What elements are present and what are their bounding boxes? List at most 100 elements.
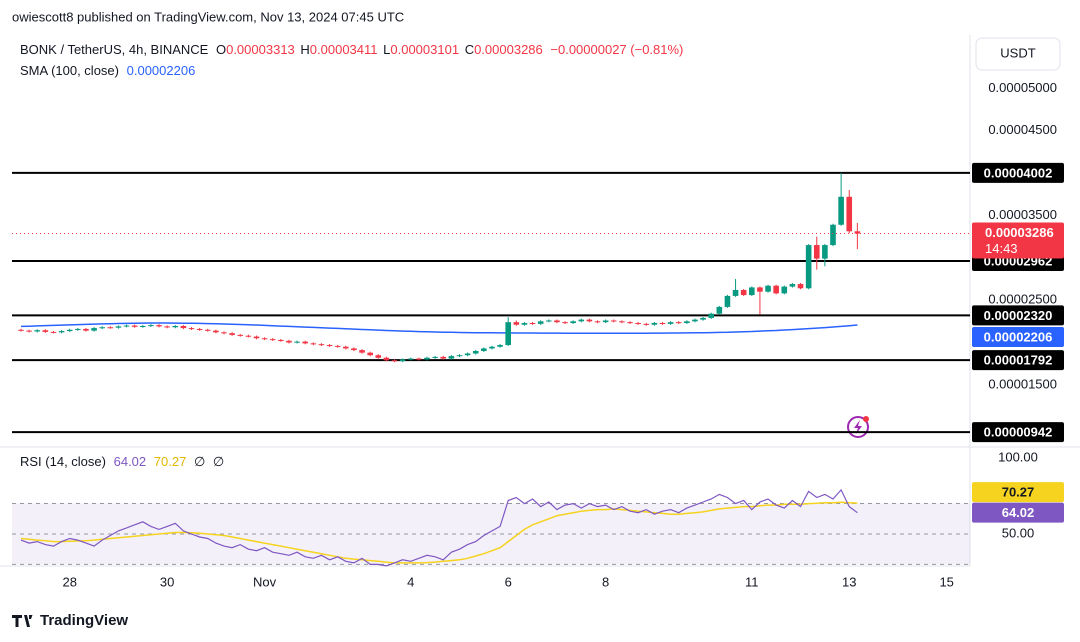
candle-body [204,329,211,331]
rsi-value: 64.02 [114,454,147,469]
candle-body [781,286,788,294]
candle-body [594,321,601,323]
candle-body [278,339,284,341]
candle-body [797,284,804,289]
candle-body [700,317,706,320]
candle-body [416,358,422,360]
candle-body [318,344,325,346]
candle-body [34,330,41,332]
candle-body [302,341,308,344]
candle-body [221,332,227,334]
x-tick-label: 8 [602,574,609,589]
level-label-box [972,422,1064,443]
brand-logo [12,615,33,627]
candle-body [286,340,292,343]
candle-body [91,328,97,331]
candle-body [123,325,130,327]
y-tick-label: 0.00005000 [988,80,1057,95]
candle-body [472,350,479,354]
candle-body [846,196,853,232]
candle-body [261,338,268,340]
candle-body [164,326,170,328]
candle-body [757,287,763,292]
candle-body [237,334,244,336]
candle-body [813,245,820,259]
currency[interactable]: USDT [1000,45,1035,60]
y-tick-label: 0.00001500 [988,376,1057,391]
candle-body [18,329,24,331]
candle-body [334,345,341,347]
rsi-ma-label-box [972,482,1064,503]
level-label-text: 0.00001792 [984,353,1053,368]
candle-body [570,321,576,324]
candle-body [749,287,755,296]
candle-body [407,358,414,360]
candle-body [367,352,373,356]
candle-body [172,325,179,328]
candle-body [269,339,276,341]
candle-body [66,329,73,332]
candle-body [537,321,544,324]
currency-button[interactable] [975,37,1061,71]
rsi-extra: ∅ [213,454,224,469]
candle-body [26,330,32,332]
x-tick-label: 13 [842,574,856,589]
candle-body [375,355,382,358]
candle-body [481,348,487,351]
candle-body [50,331,57,333]
candle-body [424,357,430,360]
close-value: 0.00003286 [474,42,543,57]
candle-body [659,323,666,325]
rsi-label: RSI (14, close) [20,454,106,469]
rsi-ma-value: 70.27 [154,454,187,469]
candle-body [708,313,714,318]
level-label-box [972,305,1064,326]
candle-body [773,285,779,294]
legend-header: BONK / TetherUS, 4h, BINANCE O0.00003313… [20,42,683,57]
candle-body [253,336,260,339]
x-tick-label: 4 [407,574,414,589]
candle-body [432,356,438,358]
y-tick-label: 0.00004500 [988,122,1057,137]
candle-body [578,319,585,322]
candle-body [610,320,617,322]
level-label-text: 0.00000942 [984,425,1053,440]
attribution: owiescott8 published on TradingView.com,… [12,9,404,24]
candle-body [75,328,81,330]
sma-label: SMA (100, close) [20,63,119,78]
candle-body [464,353,471,356]
candle-body [675,322,682,324]
symbol: BONK / TetherUS, 4h, BINANCE [20,42,209,57]
candle-body [343,346,349,349]
low-value: 0.00003101 [390,42,459,57]
open-value: 0.00003313 [226,42,295,57]
candle-body [42,330,49,332]
candle-body [619,321,625,323]
level-label-text: 0.00002320 [984,308,1053,323]
candle-body [399,359,406,362]
x-tick-label: 11 [745,574,759,589]
alert-icon[interactable] [847,416,869,438]
candle-body [562,322,568,324]
candle-body [716,306,723,314]
candle-body [546,320,552,322]
x-tick-label: 15 [939,574,953,589]
high-letter: H [300,42,309,57]
candle-body [107,327,114,329]
last-price-text: 0.00003286 [985,225,1054,240]
rsi-band [12,503,970,565]
rsi-tick-label: 50.00 [1002,525,1035,540]
candle-body [58,331,65,333]
rsi-label-text: 64.02 [1002,505,1035,520]
last-price-box [972,222,1064,259]
candle-body [440,356,447,359]
low-letter: L [383,42,390,57]
candle-body [229,333,235,335]
change: −0.00000027 (−0.81%) [550,42,683,57]
sma-value: 0.00002206 [127,63,196,78]
rsi-line [20,488,858,567]
candle-body [294,341,300,343]
open-letter: O [216,42,226,57]
